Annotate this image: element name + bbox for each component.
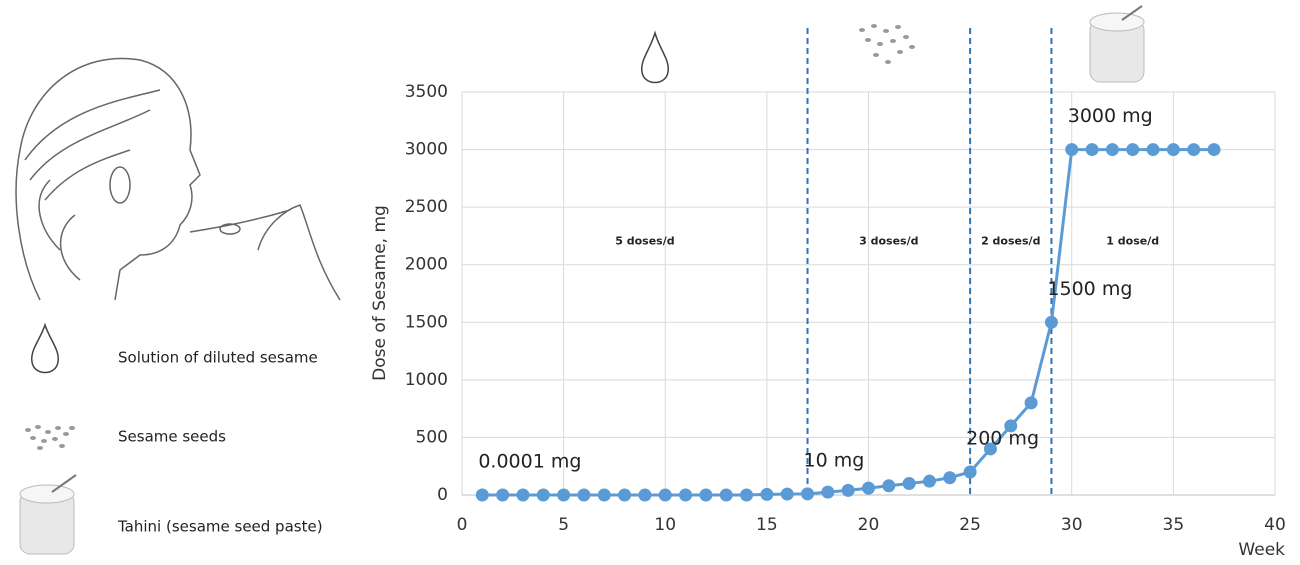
data-point (760, 488, 773, 501)
figure: Dose of Sesame, mg Week 0500100015002000… (0, 0, 1300, 565)
data-point (903, 477, 916, 490)
data-point (1106, 143, 1119, 156)
data-point (1208, 143, 1221, 156)
legend-label: Sesame seeds (118, 428, 226, 446)
data-point (577, 489, 590, 502)
data-point (1004, 419, 1017, 432)
data-point (679, 489, 692, 502)
data-label: 10 mg (804, 449, 865, 471)
seeds-icon (25, 425, 75, 450)
woman-illustration (16, 58, 340, 300)
jar-icon (20, 475, 76, 554)
drop-icon-top (642, 33, 669, 83)
data-point (821, 486, 834, 499)
data-point (557, 489, 570, 502)
data-point (1025, 396, 1038, 409)
x-axis-title: Week (1238, 540, 1285, 560)
data-point (1187, 143, 1200, 156)
data-point (1045, 316, 1058, 329)
data-point (882, 479, 895, 492)
data-point (801, 487, 814, 500)
x-tick-label: 15 (756, 515, 778, 535)
y-tick-label: 1500 (405, 312, 448, 332)
legend-label: Tahini (sesame seed paste) (117, 518, 323, 536)
legend-label: Solution of diluted sesame (118, 349, 318, 367)
data-point (1147, 143, 1160, 156)
x-tick-label: 10 (654, 515, 676, 535)
data-point (699, 489, 712, 502)
data-point (943, 471, 956, 484)
y-tick-label: 1000 (405, 370, 448, 390)
data-point (659, 489, 672, 502)
data-point (638, 489, 651, 502)
x-tick-label: 25 (959, 515, 981, 535)
x-tick-label: 30 (1061, 515, 1083, 535)
phase-label: 2 doses/d (981, 235, 1040, 248)
data-point (862, 482, 875, 495)
drop-icon (32, 325, 59, 373)
data-point (476, 489, 489, 502)
data-label: 3000 mg (1068, 105, 1153, 127)
data-point (1167, 143, 1180, 156)
phase-label: 1 dose/d (1106, 235, 1159, 248)
data-point (618, 489, 631, 502)
data-point (964, 465, 977, 478)
x-tick-label: 5 (558, 515, 569, 535)
data-label: 1500 mg (1047, 278, 1132, 300)
data-point (537, 489, 550, 502)
data-point (1126, 143, 1139, 156)
y-tick-label: 500 (416, 427, 448, 447)
data-point (516, 489, 529, 502)
x-tick-label: 35 (1163, 515, 1185, 535)
y-tick-label: 2500 (405, 197, 448, 217)
data-point (740, 489, 753, 502)
seeds-icon-top (859, 24, 915, 64)
y-tick-label: 3000 (405, 140, 448, 160)
phase-label: 3 doses/d (859, 235, 918, 248)
data-point (496, 489, 509, 502)
data-point (720, 489, 733, 502)
jar-icon-top (1090, 6, 1144, 82)
data-point (923, 475, 936, 488)
data-point (1065, 143, 1078, 156)
data-point (781, 488, 794, 501)
x-tick-label: 0 (457, 515, 468, 535)
data-point (984, 442, 997, 455)
y-axis-title: Dose of Sesame, mg (370, 205, 390, 381)
y-tick-label: 0 (437, 485, 448, 505)
x-tick-label: 40 (1264, 515, 1286, 535)
phase-label: 5 doses/d (615, 235, 674, 248)
y-tick-label: 2000 (405, 255, 448, 275)
data-label: 0.0001 mg (478, 451, 581, 473)
data-point (1086, 143, 1099, 156)
x-tick-label: 20 (858, 515, 880, 535)
data-label: 200 mg (966, 427, 1039, 449)
data-point (842, 484, 855, 497)
y-tick-label: 3500 (405, 82, 448, 102)
data-point (598, 489, 611, 502)
